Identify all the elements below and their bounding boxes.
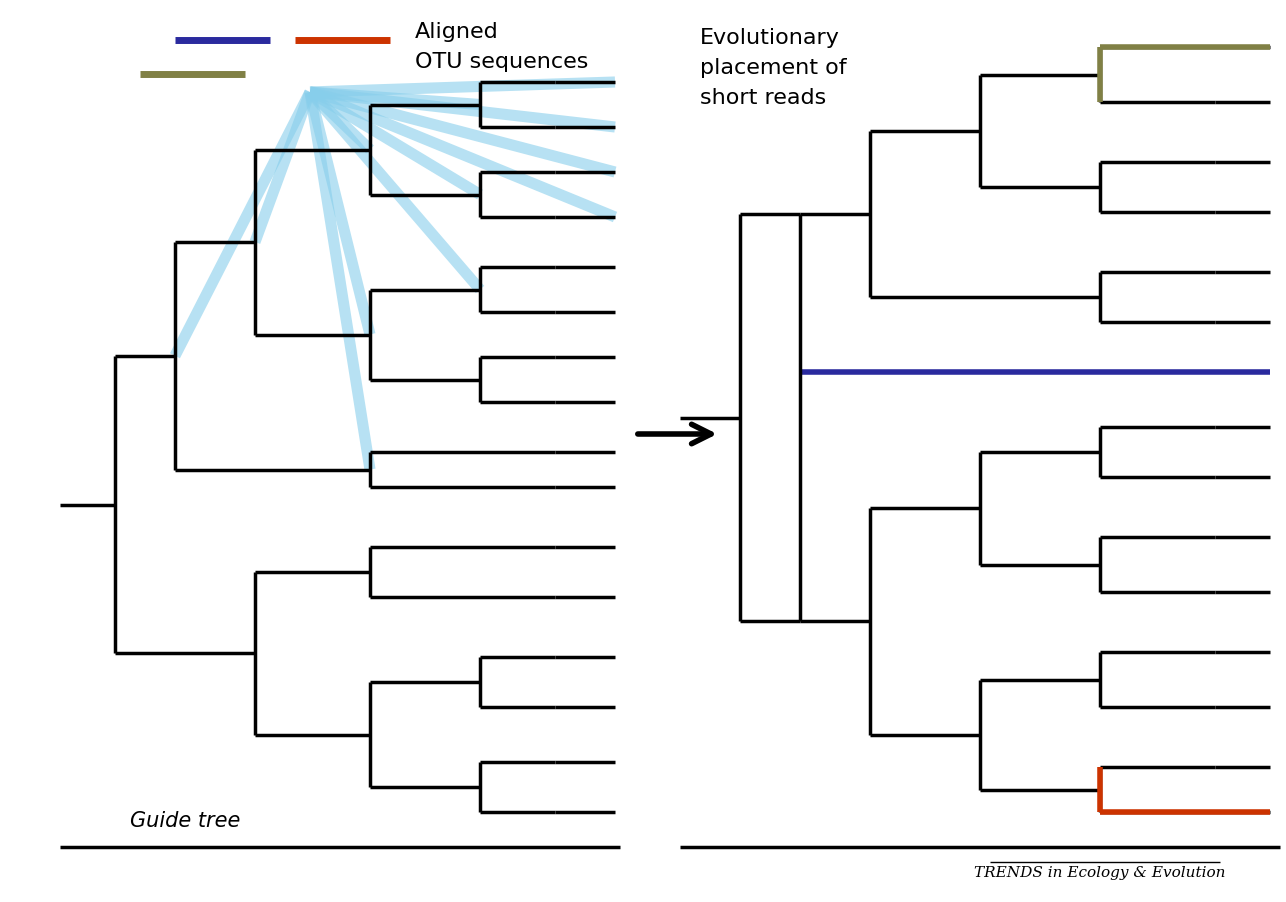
Text: TRENDS in Ecology & Evolution: TRENDS in Ecology & Evolution	[975, 866, 1226, 880]
Text: placement of: placement of	[700, 58, 846, 78]
Text: Evolutionary: Evolutionary	[700, 28, 840, 48]
Text: OTU sequences: OTU sequences	[415, 52, 589, 72]
Text: Guide tree: Guide tree	[130, 811, 240, 831]
Text: Aligned: Aligned	[415, 22, 499, 42]
Text: short reads: short reads	[700, 88, 826, 108]
